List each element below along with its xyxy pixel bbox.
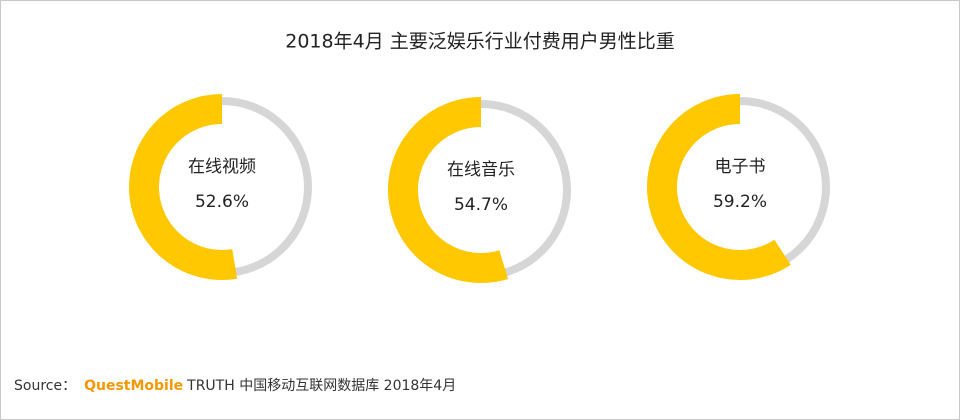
chart-title: 2018年4月 主要泛娱乐行业付费用户男性比重 <box>285 31 674 53</box>
category-label: 在线视频 <box>188 157 256 177</box>
source-brand: QuestMobile <box>84 378 183 394</box>
category-label: 电子书 <box>715 157 766 177</box>
source-text: TRUTH 中国移动互联网数据库 2018年4月 <box>186 378 456 394</box>
source: Source： QuestMobile TRUTH 中国移动互联网数据库 2018年… <box>14 378 456 394</box>
donut-arc <box>388 97 509 283</box>
value-label: 59.2% <box>713 192 767 212</box>
source-label: Source： <box>14 378 76 394</box>
value-label: 54.7% <box>454 195 508 215</box>
donut-arc <box>129 94 238 280</box>
donut-arc <box>647 94 791 280</box>
category-label: 在线音乐 <box>447 160 515 180</box>
value-label: 52.6% <box>195 192 249 212</box>
